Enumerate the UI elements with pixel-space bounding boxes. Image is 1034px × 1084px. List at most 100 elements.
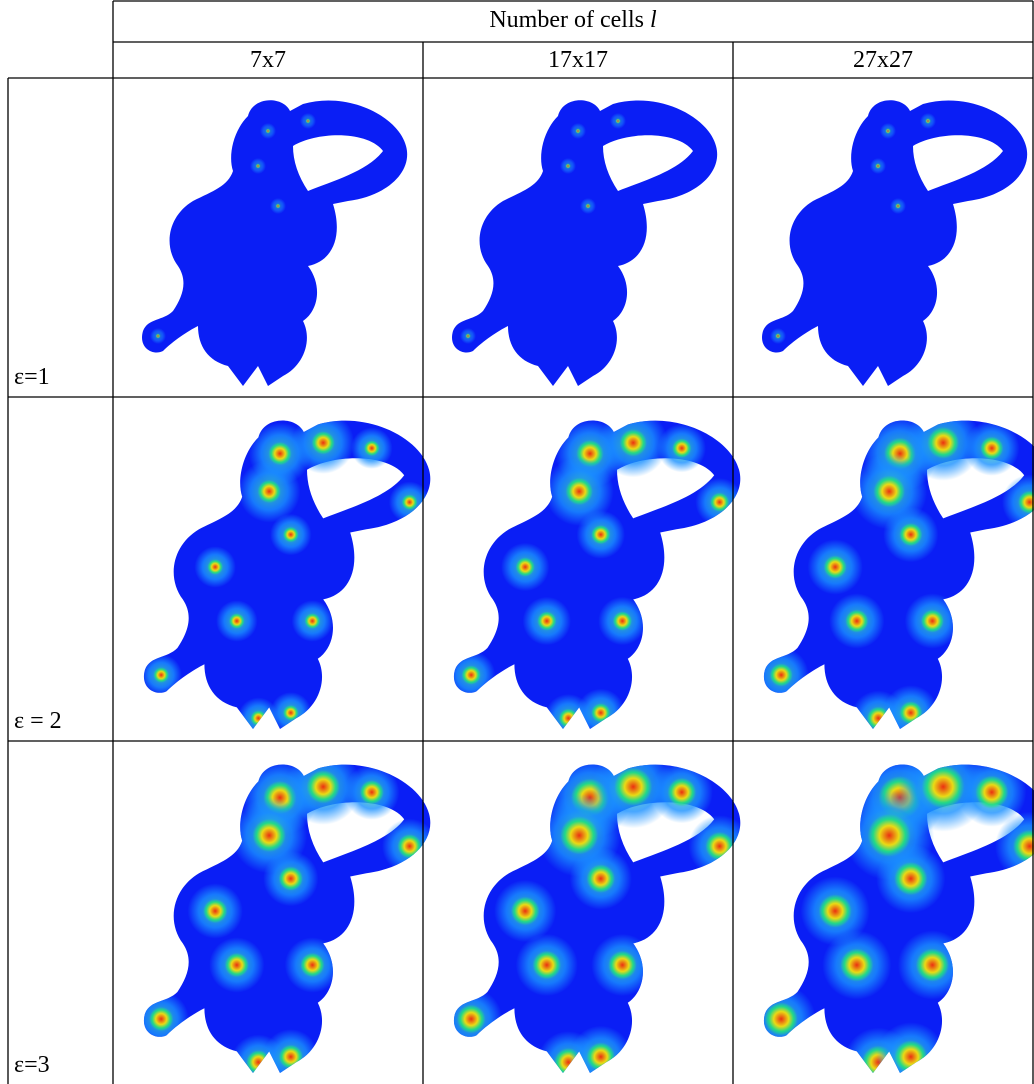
heat-spot [586, 1042, 616, 1072]
cell-images [142, 100, 1034, 1074]
heat-spot [560, 816, 599, 855]
heat-spot [925, 118, 931, 124]
mesh-image [763, 764, 1034, 1074]
heat-spot [672, 438, 692, 458]
heat-spot [899, 523, 923, 547]
heat-spot [927, 426, 960, 459]
heat-spot [306, 770, 340, 804]
heat-map [453, 420, 741, 730]
heat-spot [364, 440, 380, 456]
heat-spot [283, 526, 299, 543]
row-label: ε=1 [14, 364, 50, 390]
heat-spot [894, 862, 928, 896]
column-header: 27x27 [853, 47, 913, 73]
heat-spot [875, 163, 881, 169]
heat-spot [456, 1004, 486, 1034]
heat-spot [465, 333, 471, 339]
heat-spot [510, 896, 540, 926]
heat-spot [619, 429, 647, 457]
heat-spot [250, 710, 267, 726]
heat-spot [565, 477, 593, 506]
heat-map [150, 113, 316, 344]
mesh-silhouette [452, 100, 718, 387]
heat-map [763, 764, 1034, 1074]
heat-map [770, 113, 936, 344]
heat-spot [252, 818, 286, 853]
heat-spot [278, 866, 303, 891]
table-rules [7, 0, 1034, 1084]
mesh-image [453, 420, 741, 730]
heat-spot [515, 557, 535, 577]
heat-spot [257, 479, 281, 504]
heat-spot [823, 555, 847, 579]
heat-spot [915, 948, 949, 982]
heat-spot [818, 894, 852, 928]
mesh-image [142, 100, 408, 387]
heat-spot [1013, 829, 1034, 863]
heat-spot [975, 775, 1009, 809]
heat-spot [461, 665, 481, 685]
mesh-image [762, 100, 1028, 387]
heat-spot [268, 441, 292, 466]
heat-spot [667, 777, 697, 807]
heat-spot [873, 475, 906, 508]
heat-spot [311, 431, 335, 455]
header-title-text: Number of cells [489, 7, 644, 33]
heat-spot [283, 705, 299, 721]
heat-spot [300, 952, 325, 978]
heat-spot [305, 118, 311, 124]
header-title: Number of cells l [113, 8, 1033, 32]
mesh-image [452, 100, 718, 387]
heat-spot [612, 611, 632, 631]
heat-spot [229, 613, 245, 629]
heat-spot [1018, 490, 1034, 514]
heat-spot [845, 609, 869, 633]
row-label: ε=3 [14, 1052, 50, 1078]
heat-spot [558, 708, 578, 728]
heat-spot [840, 948, 874, 982]
row-label: ε = 2 [14, 708, 62, 734]
heat-spot [278, 1044, 303, 1069]
heat-spot [591, 525, 611, 545]
heat-spot [359, 780, 384, 805]
heat-spot [397, 834, 422, 859]
heat-spot [591, 703, 611, 723]
heat-map [460, 113, 626, 344]
heat-spot [565, 163, 571, 169]
column-header: 7x7 [250, 47, 286, 73]
mesh-image [763, 420, 1034, 730]
heat-spot [705, 831, 734, 861]
heat-map [143, 764, 431, 1074]
mesh-silhouette [142, 100, 408, 387]
heat-spot [894, 1040, 928, 1074]
heat-spot [532, 950, 562, 980]
heat-spot [575, 128, 581, 134]
heat-spot [585, 203, 591, 209]
mesh-image [143, 764, 431, 1074]
heat-spot [899, 701, 923, 725]
heat-spot [769, 663, 793, 687]
mesh-image [143, 420, 431, 730]
heat-spot [265, 128, 271, 134]
heat-spot [764, 1002, 798, 1036]
heat-spot [207, 559, 223, 575]
heat-spot [921, 765, 965, 809]
heat-spot [980, 436, 1004, 460]
heat-spot [224, 952, 249, 978]
heat-spot [155, 333, 161, 339]
heat-spot [275, 203, 281, 209]
heat-spot [304, 613, 321, 629]
heat-spot [586, 864, 616, 893]
heat-spot [608, 950, 637, 980]
mesh-silhouette [762, 100, 1028, 387]
heat-spot [775, 333, 781, 339]
column-header: 17x17 [548, 47, 608, 73]
mesh-image [453, 764, 741, 1074]
heat-spot [203, 898, 228, 924]
heat-spot [895, 203, 901, 209]
heat-spot [149, 1006, 174, 1032]
heat-spot [614, 767, 653, 806]
heat-spot [255, 163, 261, 169]
